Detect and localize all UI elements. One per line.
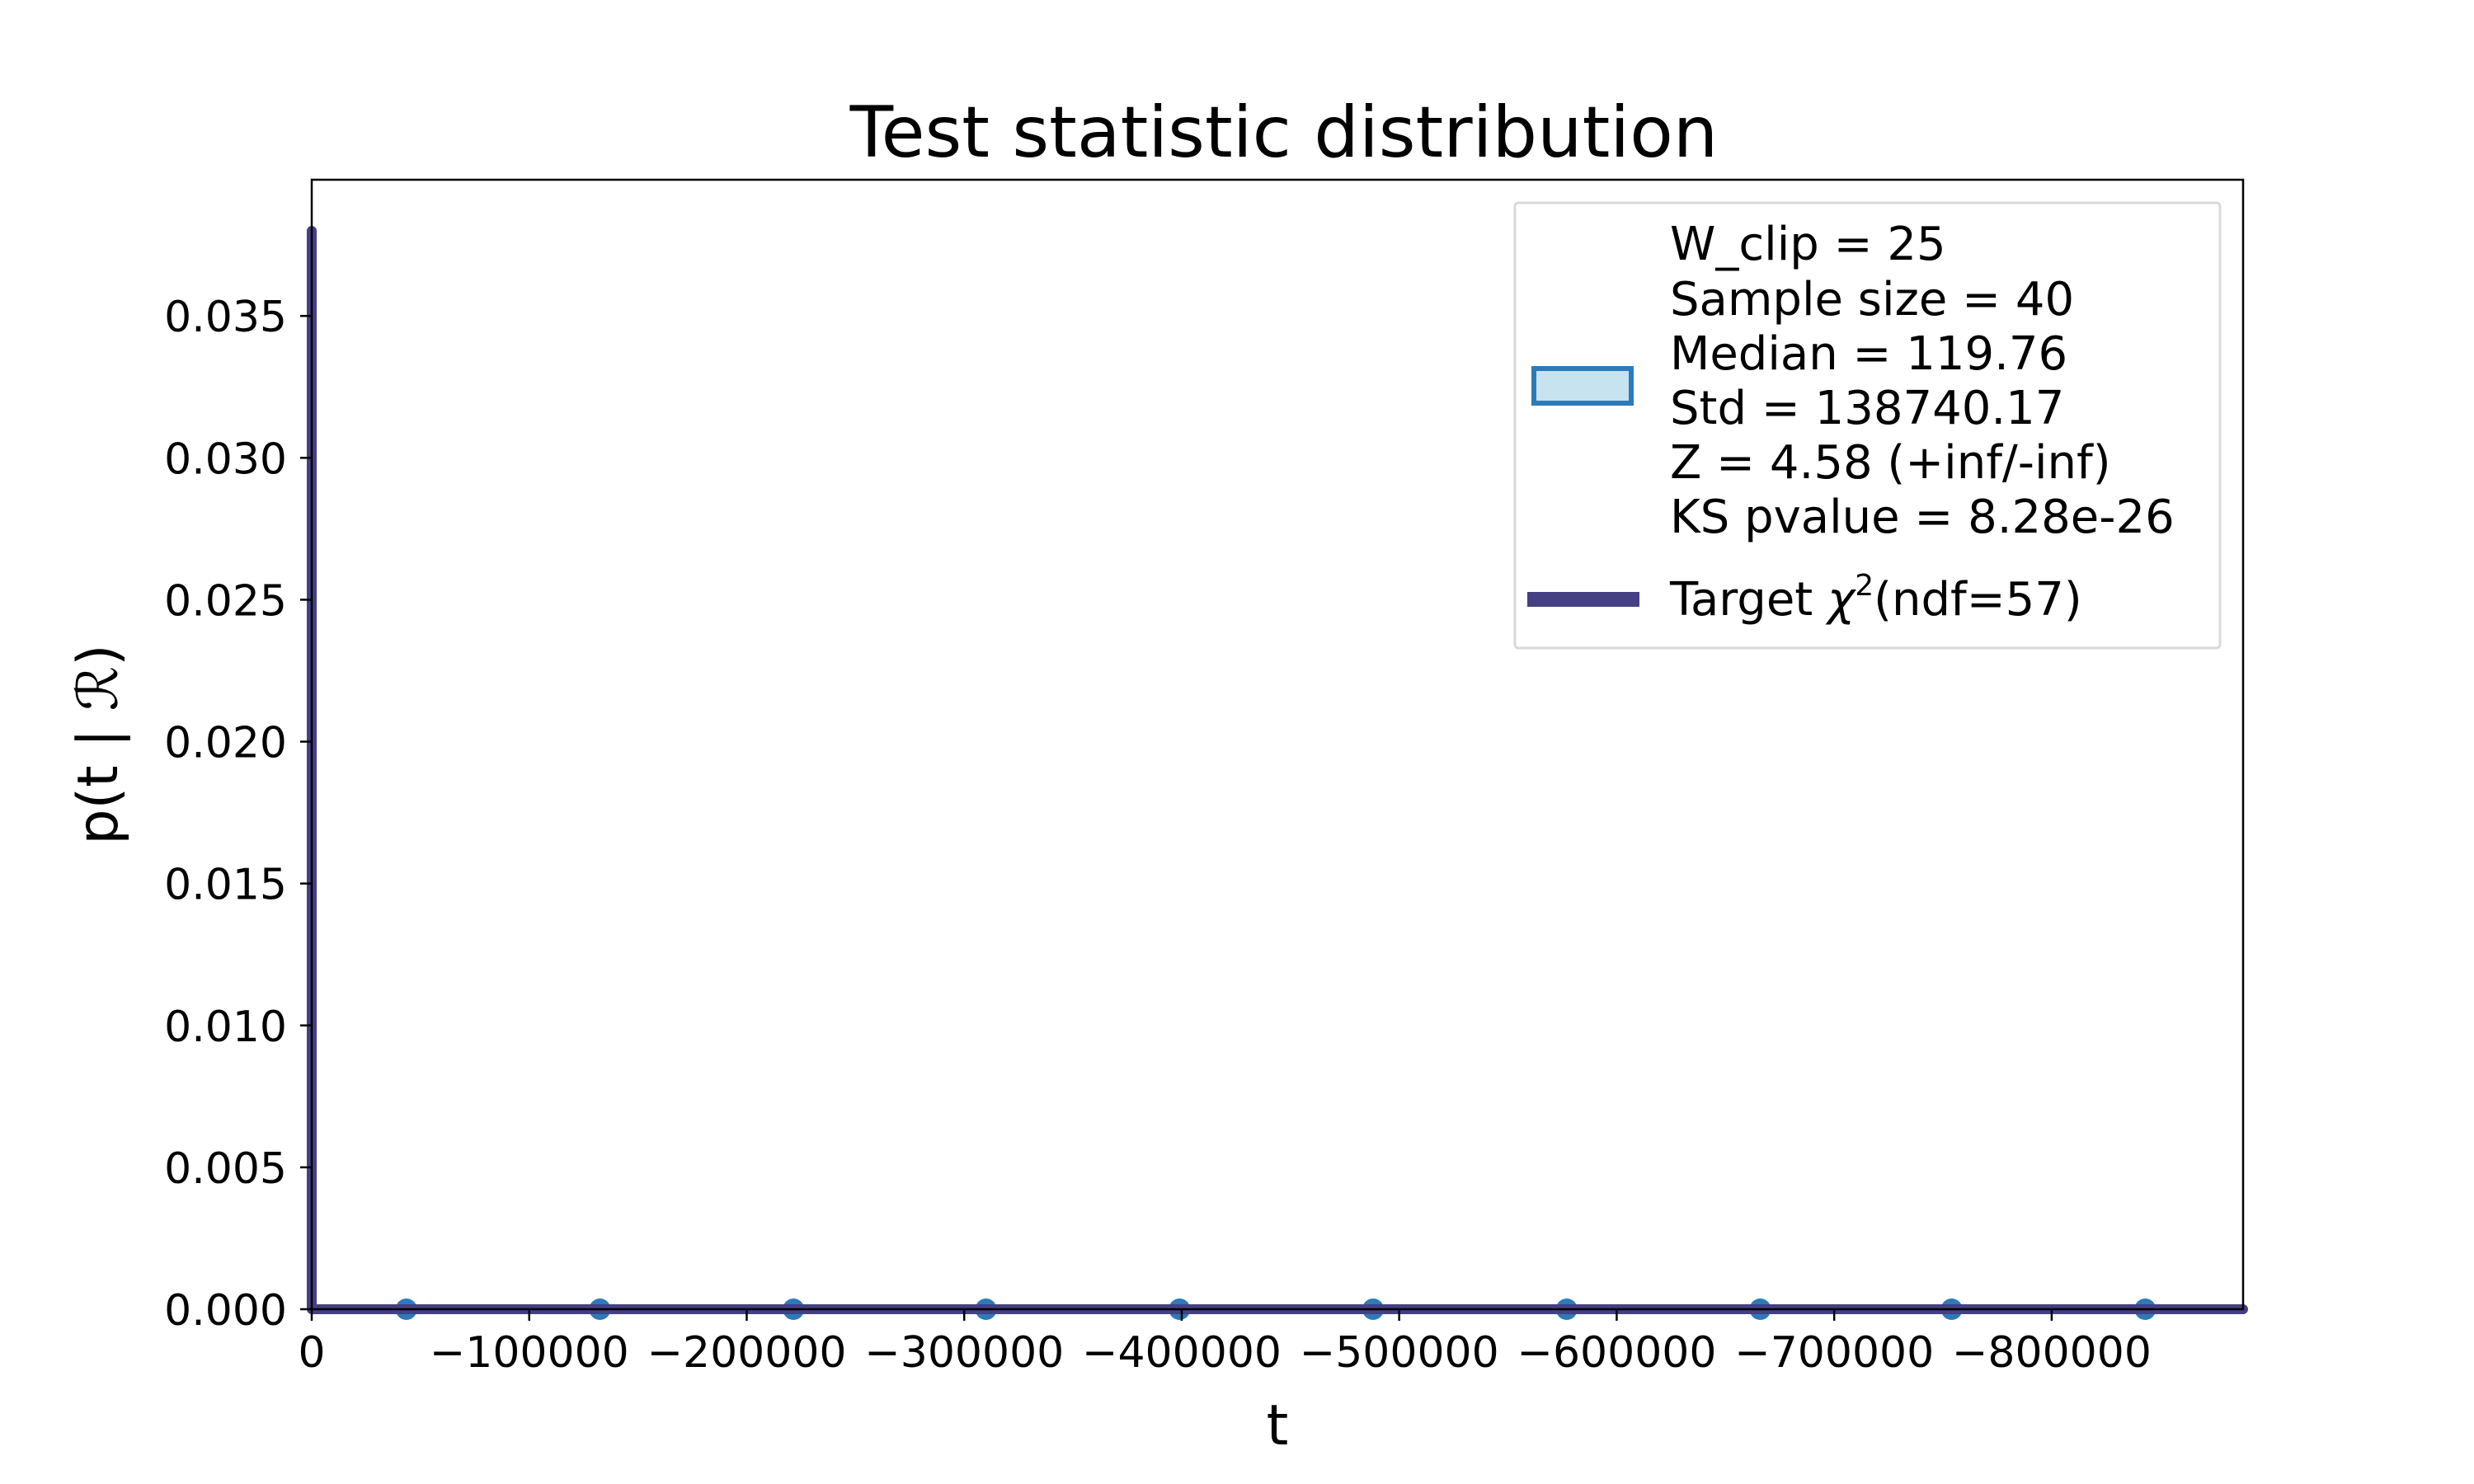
x-tick-label: −100000: [430, 1328, 629, 1378]
x-tick-label: −200000: [647, 1328, 846, 1378]
y-tick-label: 0.020: [164, 719, 287, 768]
y-tick-label: 0.025: [164, 576, 287, 626]
legend-std: Std = 138740.17: [1670, 382, 2064, 435]
x-axis-ticks: 0 −100000 −200000 −300000 −400000 −500000 −600…: [298, 1309, 2152, 1378]
y-axis-ticks: 0.000 0.005 0.010 0.015 0.020 0.025 0.030 0.035: [164, 293, 312, 1336]
legend-target-superscript: 2: [1855, 569, 1874, 603]
y-tick-label: 0.015: [164, 861, 287, 910]
legend-target-chi-symbol: χ: [1825, 573, 1856, 627]
x-axis-label: t: [1267, 1393, 1289, 1458]
x-tick-label: −600000: [1517, 1328, 1716, 1378]
x-tick-label: −800000: [1952, 1328, 2152, 1378]
legend-sample-size: Sample size = 40: [1670, 273, 2074, 326]
legend-z: Z = 4.58 (+inf/-inf): [1670, 436, 2111, 490]
x-tick-label: −500000: [1300, 1328, 1499, 1378]
y-axis-label: p(t | ℛ): [66, 644, 131, 844]
legend-ks-pvalue: KS pvalue = 8.28e-26: [1670, 491, 2175, 544]
legend-target-suffix: (ndf=57): [1874, 573, 2082, 627]
legend-target-prefix: Target: [1669, 573, 1827, 627]
x-tick-label: −300000: [864, 1328, 1064, 1378]
y-tick-label: 0.000: [164, 1286, 287, 1336]
x-tick-label: −400000: [1082, 1328, 1282, 1378]
legend: W_clip = 25 Sample size = 40 Median = 11…: [1513, 201, 2222, 650]
legend-wclip: W_clip = 25: [1670, 218, 1946, 271]
legend-histogram-swatch: [1531, 366, 1634, 406]
plot-frame: [310, 178, 2245, 1311]
legend-median: Median = 119.76: [1670, 327, 2067, 381]
y-tick-label: 0.005: [164, 1144, 287, 1194]
legend-frame: [1513, 201, 2222, 650]
y-tick-label: 0.035: [164, 293, 287, 342]
x-tick-label: −700000: [1734, 1328, 1934, 1378]
legend-target-label: Target χ2(ndf=57): [1669, 569, 2082, 627]
chart-title: Test statistic distribution: [849, 92, 1719, 174]
x-tick-label: 0: [298, 1328, 325, 1378]
y-tick-label: 0.030: [164, 434, 287, 484]
legend-histogram-stats: W_clip = 25 Sample size = 40 Median = 11…: [1670, 218, 2175, 544]
y-tick-label: 0.010: [164, 1003, 287, 1052]
